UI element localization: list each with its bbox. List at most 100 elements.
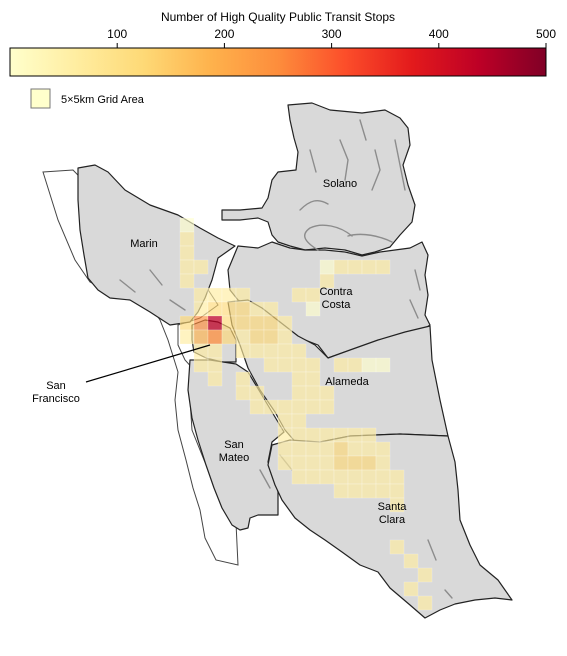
grid-cell <box>333 259 349 275</box>
grid-cell <box>403 581 419 597</box>
grid-cell <box>207 371 223 387</box>
grid-cell <box>291 413 307 429</box>
grid-cell <box>221 329 237 345</box>
grid-cell <box>263 315 279 331</box>
grid-cell <box>249 343 265 359</box>
grid-cell <box>347 357 363 373</box>
colorbar: Number of High Quality Public Transit St… <box>9 10 556 77</box>
grid-cell <box>333 455 349 471</box>
grid-cell <box>305 455 321 471</box>
county-labels: Solano Marin Contra Costa Alameda San Mate… <box>32 178 407 526</box>
grid-cell <box>305 287 321 303</box>
grid-cell <box>375 455 391 471</box>
creek <box>427 539 437 561</box>
grid-cell <box>221 287 237 303</box>
legend: 5×5km Grid Area <box>30 88 145 109</box>
grid-cell <box>361 441 377 457</box>
grid-cell <box>179 245 195 261</box>
county-solano <box>221 102 416 256</box>
colorbar-title: Number of High Quality Public Transit St… <box>161 10 395 24</box>
creek <box>149 269 163 286</box>
creek <box>339 139 349 181</box>
grid-cell <box>305 427 321 443</box>
grid-cell <box>291 357 307 373</box>
grid-cell <box>291 427 307 443</box>
grid-cell <box>193 329 209 345</box>
grid-cell <box>235 287 251 303</box>
grid-cell <box>417 595 433 611</box>
county-label-san-francisco: San Francisco <box>32 380 80 405</box>
creek <box>371 149 381 191</box>
grid-cell <box>333 427 349 443</box>
grid-cell <box>361 469 377 485</box>
grid-cell <box>417 567 433 583</box>
grid-cell <box>207 287 223 303</box>
grid-cell <box>305 469 321 485</box>
grid-cell <box>333 469 349 485</box>
grid-cell <box>235 315 251 331</box>
county-label-solano: Solano <box>323 178 357 190</box>
water-bodies <box>119 119 453 599</box>
grid-cell <box>347 259 363 275</box>
grid-cell <box>375 357 391 373</box>
label-line: Francisco <box>32 393 80 405</box>
grid-cell <box>291 343 307 359</box>
grid-cell <box>277 399 293 415</box>
grid-cell <box>319 455 335 471</box>
grid-cell <box>277 441 293 457</box>
grid-cell <box>361 427 377 443</box>
grid-cell <box>375 441 391 457</box>
grid-cell <box>235 371 251 387</box>
grid-cell <box>319 385 335 401</box>
grid-cell <box>263 357 279 373</box>
creek <box>304 224 353 251</box>
legend-label: 5×5km Grid Area <box>61 94 145 106</box>
creek <box>414 269 421 291</box>
creek <box>169 299 186 311</box>
grid-cell <box>179 217 195 233</box>
colorbar-ticks: 100 200 300 400 500 <box>107 27 556 48</box>
grid-cell <box>263 343 279 359</box>
colorbar-gradient <box>9 47 547 77</box>
grid-cell <box>235 301 251 317</box>
grid-cell <box>277 315 293 331</box>
grid-cell <box>179 231 195 247</box>
grid-cell <box>263 329 279 345</box>
transit-stop-grid <box>179 217 433 611</box>
grid-cell <box>193 287 209 303</box>
grid-cell <box>305 357 321 373</box>
grid-cell <box>333 357 349 373</box>
county-label-marin: Marin <box>130 238 158 250</box>
grid-cell <box>207 301 223 317</box>
grid-cell <box>291 441 307 457</box>
creek <box>359 119 367 141</box>
grid-cell <box>389 539 405 555</box>
label-line: Clara <box>379 514 406 526</box>
grid-cell <box>263 399 279 415</box>
colorbar-tick-label: 200 <box>214 27 234 41</box>
colorbar-tick-label: 300 <box>322 27 342 41</box>
grid-cell <box>305 301 321 317</box>
legend-swatch <box>30 88 51 109</box>
grid-cell <box>319 469 335 485</box>
grid-cell <box>347 455 363 471</box>
grid-cell <box>347 441 363 457</box>
grid-cell <box>361 455 377 471</box>
grid-cell <box>179 329 195 345</box>
grid-cell <box>235 343 251 359</box>
grid-cell <box>375 483 391 499</box>
grid-cell <box>305 385 321 401</box>
grid-cell <box>277 413 293 429</box>
grid-cell <box>291 371 307 387</box>
grid-cell <box>333 441 349 457</box>
grid-cell <box>389 469 405 485</box>
grid-cell <box>249 315 265 331</box>
creek <box>444 589 453 599</box>
grid-cell <box>263 301 279 317</box>
county-label-alameda: Alameda <box>325 376 369 388</box>
grid-cell <box>375 469 391 485</box>
creek <box>409 299 419 319</box>
grid-cell <box>305 441 321 457</box>
grid-cell <box>207 315 223 331</box>
